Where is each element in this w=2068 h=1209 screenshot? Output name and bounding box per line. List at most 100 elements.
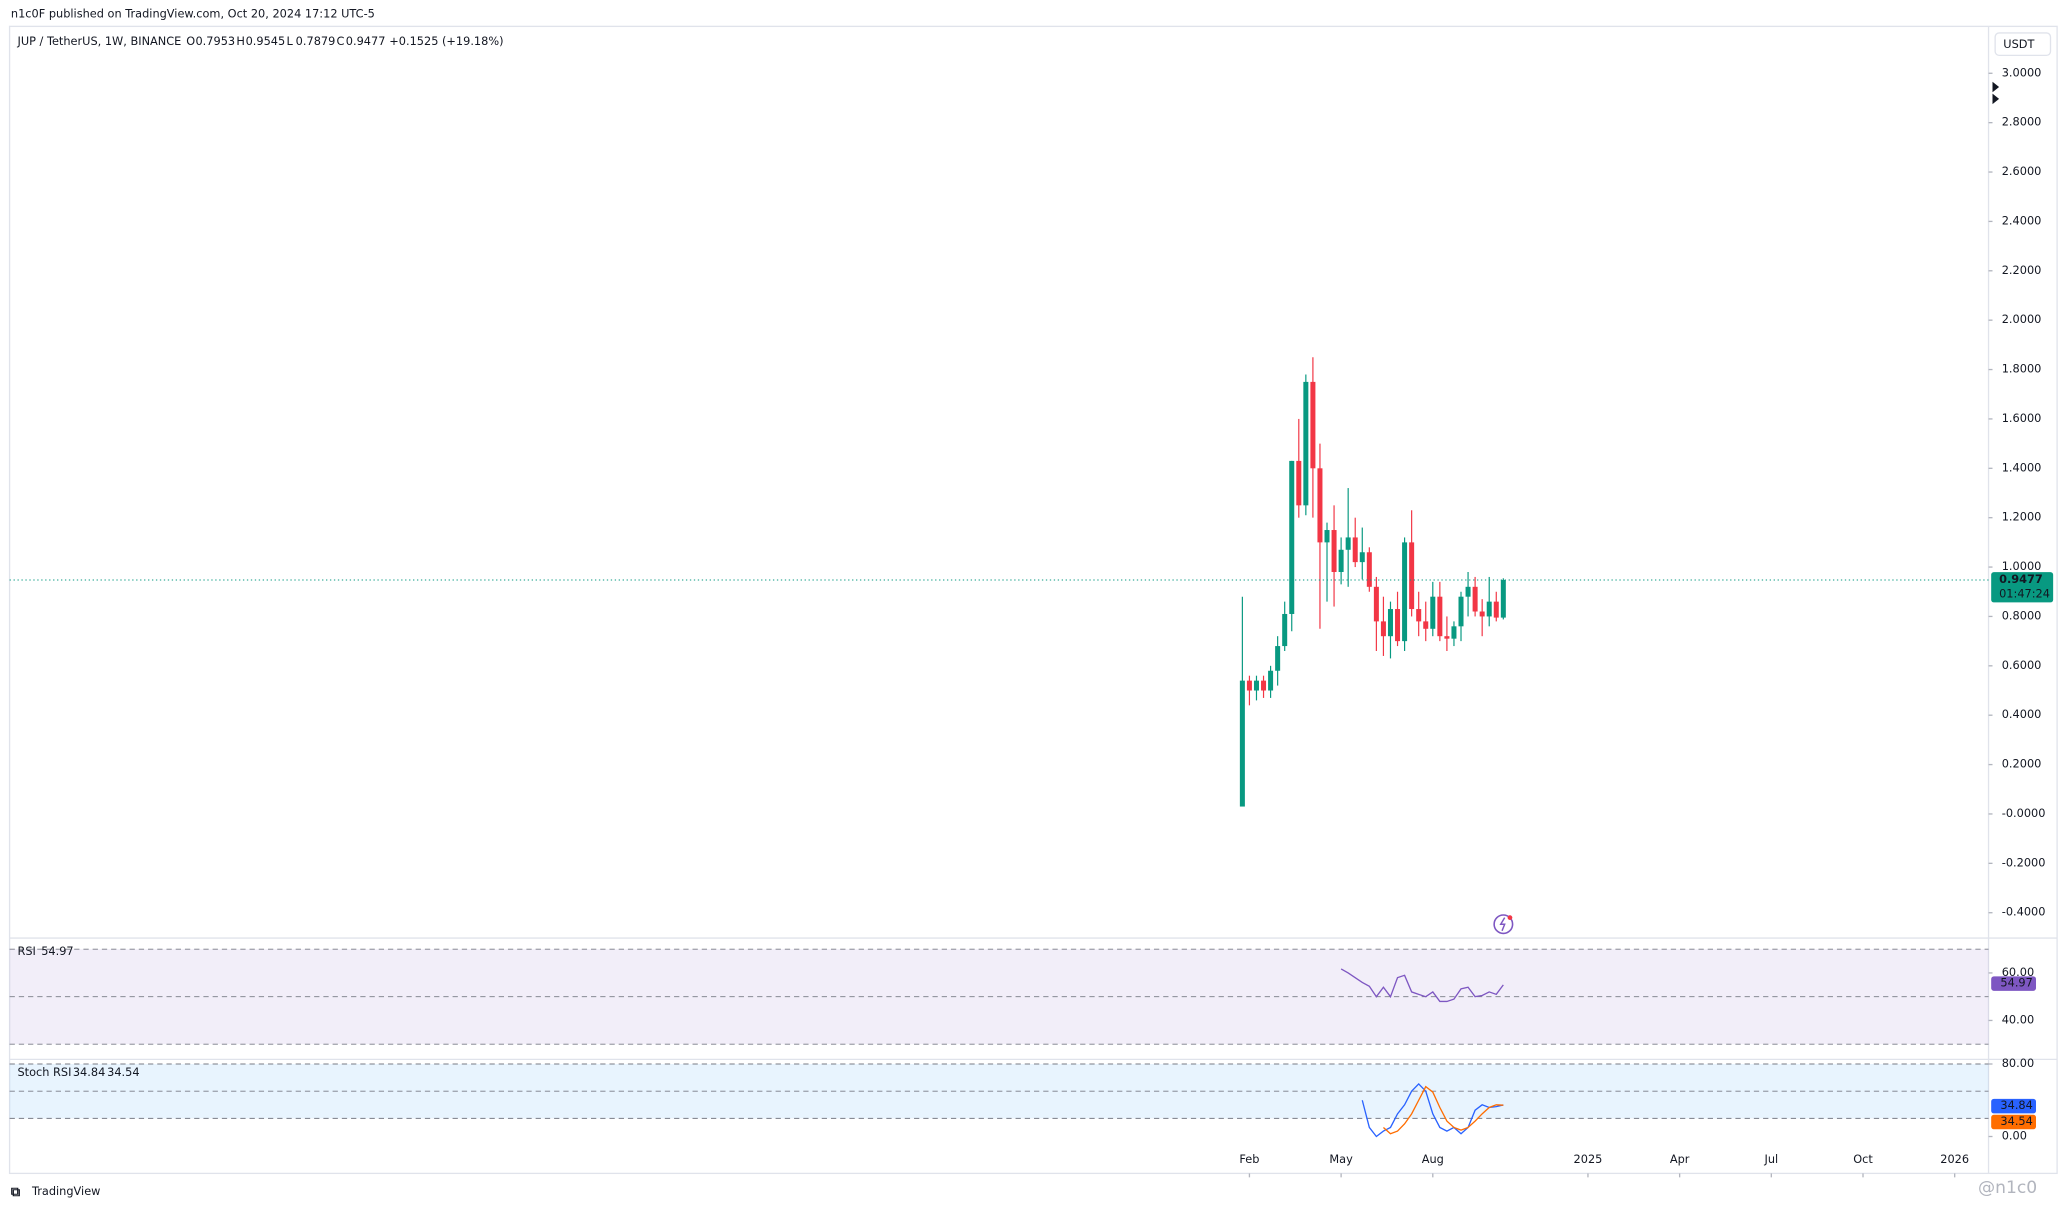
candle-body — [1430, 596, 1436, 629]
indicator-line — [1340, 968, 1504, 1003]
x-tick-label: Apr — [1670, 1152, 1690, 1166]
candle-body — [1303, 381, 1309, 506]
indicator-name: RSI — [17, 944, 35, 958]
y-tick-label: 2.4000 — [2002, 213, 2042, 227]
y-tick-label: 2.8000 — [2002, 115, 2042, 129]
legend-value: 34.84 — [73, 1065, 105, 1079]
candle-body — [1317, 468, 1323, 543]
candle-body — [1451, 626, 1457, 639]
y-tick-label: 0.4000 — [2002, 707, 2042, 721]
y-tick-label: 1.0000 — [2002, 559, 2042, 573]
candle-body — [1352, 537, 1358, 563]
candle-body — [1479, 611, 1485, 617]
y-tick-label: 1.4000 — [2002, 460, 2042, 474]
y-tick-label: 0.00 — [2002, 1129, 2027, 1143]
ohlc-value: 0.7879 — [296, 34, 336, 48]
candle-body — [1387, 609, 1393, 637]
candle-body — [1402, 542, 1408, 642]
candle-body — [1310, 381, 1316, 469]
x-tick-label: Aug — [1422, 1152, 1444, 1166]
candle-body — [1409, 542, 1415, 610]
symbol: JUP / TetherUS, 1W, BINANCE — [16, 34, 181, 48]
ohlc-prefix: O — [186, 34, 195, 48]
x-tick-label: 2026 — [1940, 1152, 1969, 1166]
lightning-icon — [1493, 914, 1514, 935]
candle-body — [1282, 613, 1288, 647]
y-tick-label: 0.8000 — [2002, 608, 2042, 622]
y-tick-label: 1.2000 — [2002, 510, 2042, 524]
x-tick-label: 2025 — [1574, 1152, 1603, 1166]
y-tick-label: 2.2000 — [2002, 263, 2042, 277]
value-tag-label: 54.97 — [2000, 976, 2032, 990]
arrows — [1992, 81, 2000, 105]
y-tick-label: 1.8000 — [2002, 362, 2042, 376]
currency-box — [1994, 32, 2052, 57]
candle-body — [1261, 680, 1267, 691]
published-line: n1c0F published on TradingView.com, Oct … — [11, 7, 375, 21]
y-tick-label: 60.00 — [2002, 965, 2034, 979]
watermark: @n1c0 — [1978, 1178, 2037, 1198]
candle-body — [1458, 596, 1464, 627]
candle-body — [1493, 601, 1499, 618]
change: +0.1525 (+19.18%) — [389, 34, 503, 48]
x-tick-label: Oct — [1853, 1152, 1873, 1166]
candle-body — [1239, 680, 1245, 807]
price-tag — [1991, 572, 2054, 603]
ohlc-prefix: C — [337, 34, 345, 48]
candle-body — [1380, 621, 1386, 637]
candle-body — [1373, 586, 1379, 622]
y-tick-label: -0.4000 — [2002, 905, 2046, 919]
candle-body — [1296, 460, 1302, 506]
candle-body — [1359, 552, 1365, 563]
candle-body — [1423, 621, 1429, 629]
y-tick-label: 2.0000 — [2002, 312, 2042, 326]
legend-value: 34.54 — [107, 1065, 139, 1079]
candle-body — [1331, 530, 1337, 573]
value-tag-label: 34.54 — [2000, 1114, 2032, 1128]
value-tag-label: 34.84 — [2000, 1098, 2032, 1112]
candle-body — [1437, 596, 1443, 637]
currency: USDT — [2003, 37, 2034, 51]
candle-body — [1324, 530, 1330, 543]
value-tag — [1991, 1098, 2037, 1114]
brand: TradingView — [31, 1184, 100, 1198]
candle-body — [1253, 680, 1259, 691]
y-tick-label: 40.00 — [2002, 1012, 2034, 1026]
y-tick-label: -0.0000 — [2002, 806, 2046, 820]
logo-mark: ⧉ — [11, 1185, 21, 1200]
indicator-line — [1382, 1085, 1504, 1135]
candle-body — [1246, 680, 1252, 691]
ohlc-value: 0.9477 — [346, 34, 386, 48]
candle-body — [1500, 579, 1506, 618]
y-tick-label: 0.6000 — [2002, 658, 2042, 672]
y-tick-label: 0.2000 — [2002, 757, 2042, 771]
candle-body — [1416, 609, 1422, 622]
ohlc-prefix: L — [286, 34, 293, 48]
candle-body — [1338, 549, 1344, 573]
frame — [8, 25, 2058, 1175]
y-tick-label: 3.0000 — [2002, 65, 2042, 79]
candle-body — [1465, 586, 1471, 597]
legend-value: 54.97 — [41, 944, 73, 958]
x-tick-label: May — [1329, 1152, 1353, 1166]
y-tick-label: 1.6000 — [2002, 411, 2042, 425]
candle-body — [1275, 646, 1281, 671]
ohlc-value: 0.9545 — [246, 34, 286, 48]
candle-body — [1472, 586, 1478, 612]
candle-body — [1444, 636, 1450, 639]
price-tag-label: 0.9477 — [1999, 572, 2043, 586]
indicator-name: Stoch RSI — [17, 1065, 71, 1079]
candle-body — [1366, 552, 1372, 587]
y-tick-label: 80.00 — [2002, 1056, 2034, 1070]
value-tag — [1991, 976, 2037, 991]
y-tick-label: -0.2000 — [2002, 855, 2046, 869]
x-tick-label: Feb — [1239, 1152, 1259, 1166]
ohlc-value: 0.7953 — [195, 34, 235, 48]
candle-body — [1395, 609, 1401, 642]
x-tick-label: Jul — [1763, 1152, 1778, 1166]
candle-body — [1486, 601, 1492, 617]
candle-body — [1345, 537, 1351, 550]
